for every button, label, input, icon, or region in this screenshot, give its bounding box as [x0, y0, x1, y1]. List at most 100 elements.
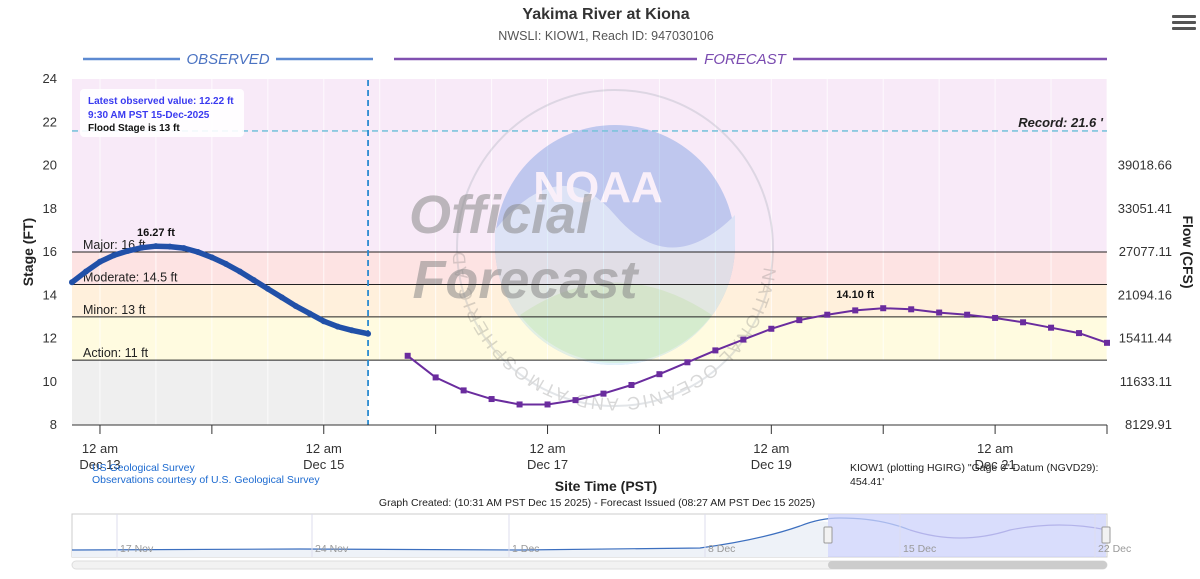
y-tick-label: 20 — [43, 158, 57, 173]
datum-note: KIOW1 (plotting HGIRG) "Gage 0" Datum (N… — [850, 462, 1098, 474]
x-tick-label-time: 12 am — [753, 441, 789, 456]
flow-tick-label: 11633.11 — [1120, 374, 1172, 389]
band-moderate — [72, 252, 1107, 285]
observed-point — [166, 243, 173, 250]
flow-tick-label: 21094.16 — [1118, 287, 1172, 302]
datum-value: 454.41' — [850, 476, 884, 488]
flow-tick-label: 15411.44 — [1119, 331, 1172, 346]
y-axis-title: Stage (FT) — [20, 218, 36, 286]
observed-point — [124, 247, 131, 254]
navigator-date-label: 8 Dec — [708, 543, 735, 555]
peak-annotation: 16.27 ft — [137, 227, 175, 239]
navigator-handle[interactable] — [823, 526, 833, 544]
navigator-selection — [828, 514, 1106, 557]
navigator-handle[interactable] — [1101, 526, 1111, 544]
noaa-emblem-blue — [495, 125, 735, 365]
observed-point — [82, 268, 89, 275]
x-tick-label-time: 12 am — [306, 441, 342, 456]
observed-point — [320, 318, 327, 325]
forecast-point — [432, 374, 439, 381]
observed-point — [334, 323, 341, 330]
navigator-date-label: 1 Dec — [512, 543, 539, 555]
y-tick-label: 12 — [43, 331, 57, 346]
observed-point — [236, 268, 243, 275]
watermark-forecast: Forecast — [412, 250, 639, 310]
forecast-point — [964, 311, 971, 318]
noaa-emblem-land — [520, 282, 712, 364]
forecast-point — [572, 397, 579, 404]
observed-header: OBSERVED — [186, 51, 269, 68]
forecast-point — [992, 314, 999, 321]
flow-tick-label: 39018.66 — [1118, 158, 1172, 173]
flow-tick-label: 27077.11 — [1119, 244, 1172, 259]
forecast-point — [1020, 319, 1027, 326]
band-major — [72, 79, 1107, 252]
y-tick-label: 18 — [43, 201, 57, 216]
observed-point — [348, 327, 355, 334]
observed-point — [250, 277, 257, 284]
observed-shade — [72, 360, 369, 425]
threshold-label-minor: Minor: 13 ft — [83, 303, 146, 317]
forecast-point — [908, 306, 915, 313]
forecast-point — [544, 401, 551, 408]
flood-stage-note: Flood Stage is 13 ft — [88, 123, 180, 134]
forecast-point — [1076, 330, 1083, 337]
forecast-point — [768, 325, 775, 332]
forecast-point — [684, 359, 691, 366]
forecast-point — [628, 381, 635, 388]
observed-point — [96, 258, 103, 265]
chart-subtitle: NWSLI: KIOW1, Reach ID: 947030106 — [498, 29, 713, 43]
threshold-label-action: Action: 11 ft — [83, 346, 149, 360]
record-label: Record: 21.6 ' — [1018, 115, 1104, 130]
forecast-point — [656, 371, 663, 378]
forecast-point — [488, 396, 495, 403]
observed-point — [306, 310, 313, 317]
forecast-point — [516, 401, 523, 408]
y-tick-label: 16 — [43, 244, 57, 259]
noaa-emblem-wave — [495, 185, 735, 365]
band-action — [72, 316, 1107, 361]
info-box-bg — [80, 89, 244, 137]
x-tick-label-time: 12 am — [977, 441, 1013, 456]
flow-tick-label: 8129.91 — [1125, 417, 1172, 432]
x-tick-label-time: 12 am — [529, 441, 565, 456]
forecast-point — [824, 311, 831, 318]
chart-title: Yakima River at Kiona — [522, 6, 689, 23]
forecast-series-line — [407, 307, 1108, 406]
observed-point — [180, 245, 187, 252]
forecast-point — [936, 309, 943, 316]
forecast-point — [1048, 324, 1055, 331]
navigator-date-label: 22 Dec — [1098, 543, 1131, 555]
y-tick-label: 8 — [50, 417, 57, 432]
flow-axis-title: Flow (CFS) — [1180, 215, 1196, 288]
forecast-point — [880, 305, 887, 312]
noaa-label: NOAA — [533, 163, 663, 212]
forecast-header: FORECAST — [704, 51, 788, 68]
x-tick-label-time: 12 am — [82, 441, 118, 456]
x-tick-label-date: Dec 21 — [975, 457, 1016, 472]
observed-point — [208, 254, 215, 261]
noaa-ring — [456, 89, 774, 407]
forecast-point — [712, 347, 719, 354]
peak-annotation: 14.10 ft — [836, 289, 874, 301]
y-tick-label: 24 — [43, 71, 57, 86]
forecast-point — [600, 390, 607, 397]
navigator-scrollbar-thumb[interactable] — [828, 561, 1107, 569]
observed-point — [292, 303, 299, 310]
threshold-label-moderate: Moderate: 14.5 ft — [83, 270, 178, 284]
watermark-official: Official — [409, 185, 592, 245]
x-tick-label-date: Dec 13 — [79, 457, 120, 472]
flow-tick-label: 33051.41 — [1118, 201, 1172, 216]
x-tick-label-date: Dec 15 — [303, 457, 344, 472]
navigator-date-label: 24 Nov — [315, 543, 349, 555]
y-tick-label: 22 — [43, 114, 57, 129]
forecast-point — [740, 336, 747, 343]
x-tick-label-date: Dec 17 — [527, 457, 568, 472]
menu-icon[interactable] — [1172, 12, 1196, 34]
navigator-date-label: 17 Nov — [120, 543, 154, 555]
observed-point — [365, 330, 372, 337]
forecast-point — [460, 387, 467, 394]
observed-series-line — [69, 243, 371, 337]
graph-created-note: Graph Created: (10:31 AM PST Dec 15 2025… — [379, 497, 815, 509]
